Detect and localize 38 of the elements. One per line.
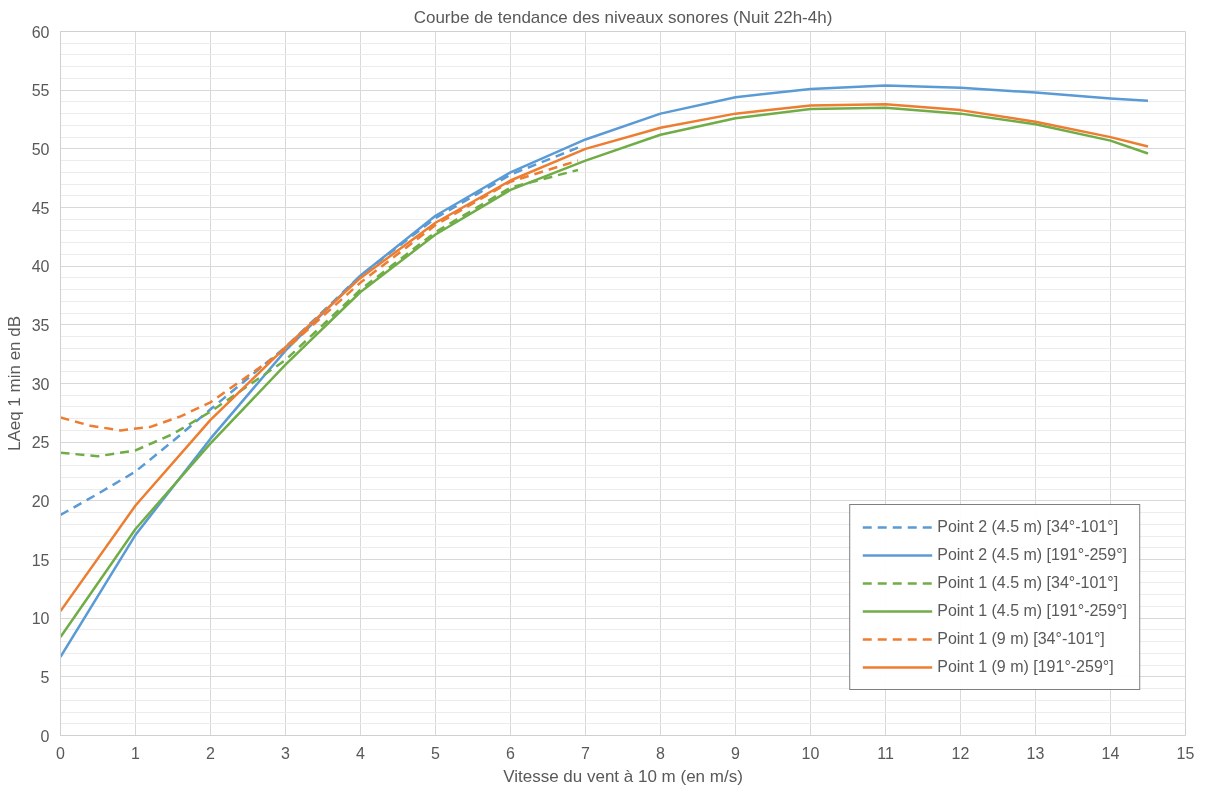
x-tick-label: 13 (1026, 744, 1045, 762)
x-tick-label: 14 (1101, 744, 1120, 762)
legend-label: Point 1 (9 m) [191°-259°] (937, 658, 1114, 676)
x-tick-label: 6 (506, 744, 516, 762)
y-tick-label: 50 (31, 140, 50, 158)
x-tick-label: 3 (281, 744, 291, 762)
y-tick-label: 45 (31, 199, 50, 217)
y-tick-label: 25 (31, 434, 50, 452)
y-tick-label: 40 (31, 258, 50, 276)
y-tick-label: 30 (31, 375, 50, 393)
x-tick-label: 9 (731, 744, 741, 762)
x-tick-label: 5 (431, 744, 441, 762)
legend-label: Point 2 (4.5 m) [34°-101°] (937, 518, 1119, 536)
x-tick-label: 11 (877, 744, 894, 762)
chart-title: Courbe de tendance des niveaux sonores (Nuit 22h-4h) (413, 7, 833, 27)
x-tick-label: 8 (656, 744, 666, 762)
y-tick-label: 35 (31, 316, 50, 334)
legend-label: Point 2 (4.5 m) [191°-259°] (937, 546, 1127, 564)
y-tick-label: 55 (31, 82, 50, 100)
y-tick-label: 20 (31, 492, 50, 510)
y-tick-label: 5 (40, 668, 50, 686)
y-tick-label: 10 (31, 610, 50, 628)
y-tick-label: 60 (31, 23, 50, 41)
x-tick-label: 10 (801, 744, 820, 762)
x-tick-label: 4 (356, 744, 366, 762)
x-tick-label: 7 (581, 744, 591, 762)
legend-label: Point 1 (4.5 m) [191°-259°] (937, 602, 1127, 620)
y-tick-label: 15 (31, 551, 50, 569)
legend-label: Point 1 (9 m) [34°-101°] (937, 630, 1105, 648)
x-tick-label: 1 (131, 744, 141, 762)
y-tick-label: 0 (40, 727, 50, 745)
legend-label: Point 1 (4.5 m) [34°-101°] (937, 574, 1119, 592)
x-tick-label: 12 (951, 744, 970, 762)
x-tick-label: 2 (206, 744, 216, 762)
y-axis-title: LAeq 1 min en dB (4, 315, 24, 452)
x-tick-label: 15 (1176, 744, 1195, 762)
x-tick-label: 0 (56, 744, 66, 762)
x-axis-title: Vitesse du vent à 10 m (en m/s) (503, 766, 743, 786)
